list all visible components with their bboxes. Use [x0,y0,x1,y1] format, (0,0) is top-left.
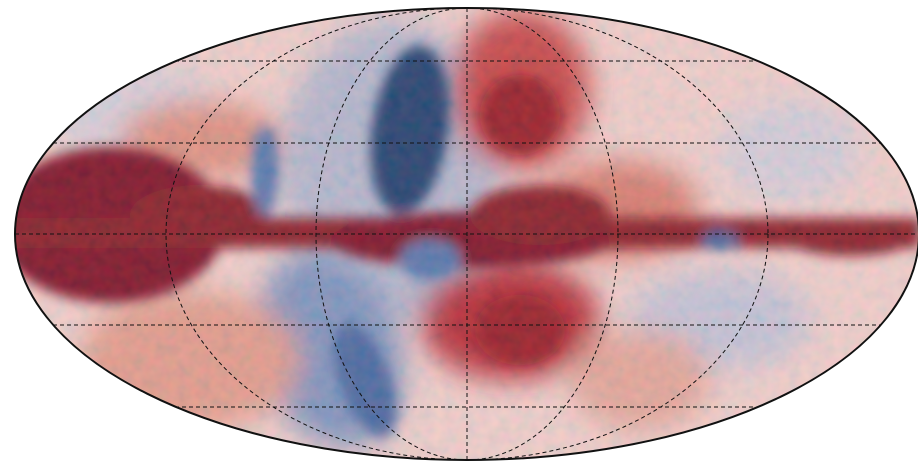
map-field [0,0,918,461]
texture [0,0,918,461]
sky-map [0,0,918,461]
page: {} [0,0,918,461]
